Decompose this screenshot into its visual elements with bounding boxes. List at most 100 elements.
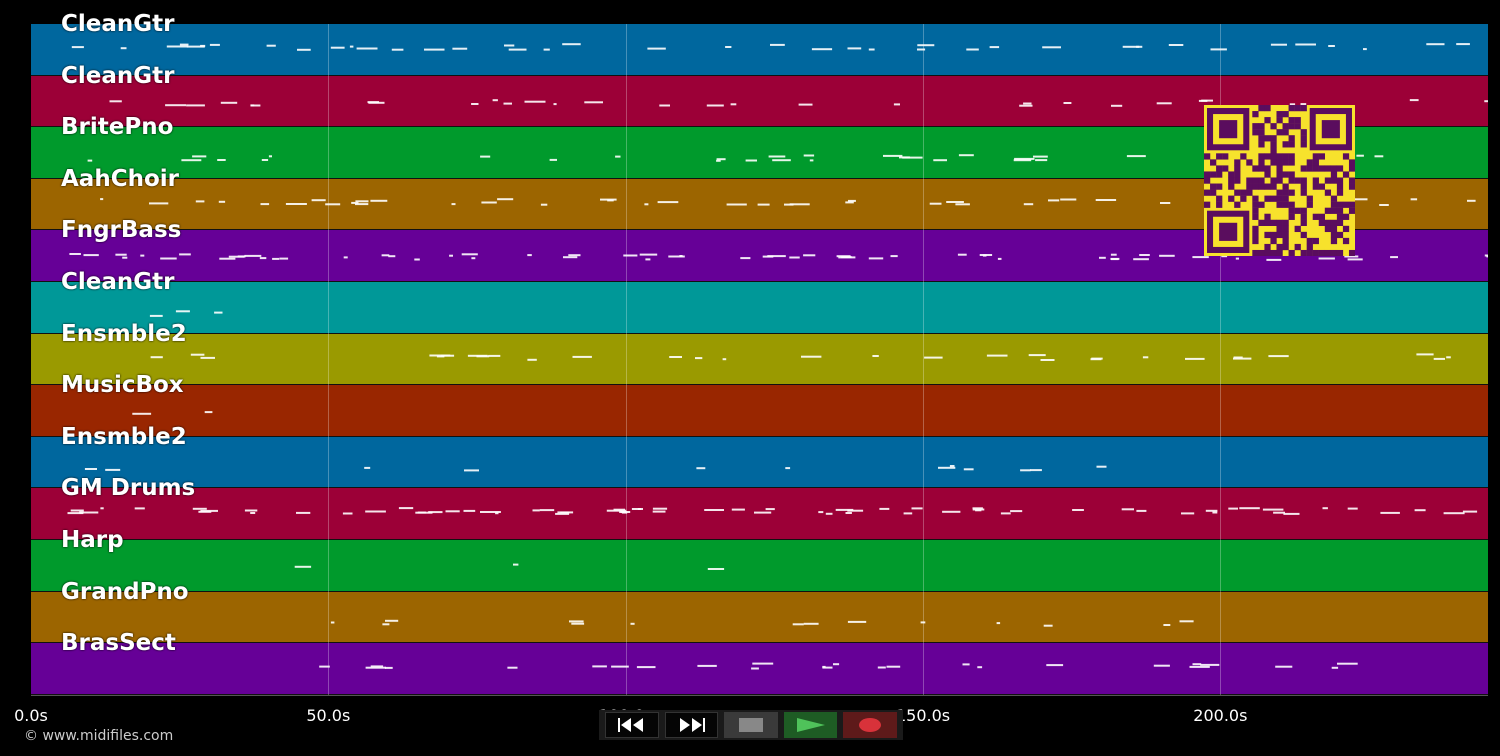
- note-mark: [809, 159, 814, 162]
- note-mark: [841, 256, 852, 259]
- note-mark: [557, 511, 574, 514]
- note-mark: [568, 254, 581, 257]
- note-mark: [1414, 509, 1426, 512]
- note-mark: [801, 355, 822, 358]
- note-mark: [364, 466, 371, 469]
- gridline: [1220, 24, 1222, 695]
- note-mark: [765, 508, 775, 511]
- note-mark: [190, 353, 205, 356]
- track-name-label[interactable]: CleanGtr: [61, 269, 175, 295]
- note-pattern: [149, 310, 223, 317]
- note-mark: [219, 258, 236, 261]
- play-button[interactable]: [783, 712, 838, 738]
- note-mark: [1192, 663, 1202, 666]
- note-mark: [1185, 357, 1205, 360]
- note-mark: [1020, 469, 1031, 472]
- track-lane: [31, 282, 1488, 334]
- note-mark: [883, 155, 903, 158]
- note-mark: [716, 158, 726, 161]
- note-mark: [847, 47, 862, 50]
- note-mark: [630, 622, 635, 625]
- note-mark: [388, 255, 396, 258]
- note-mark: [1462, 510, 1478, 513]
- note-mark: [1189, 666, 1210, 669]
- track-name-label[interactable]: Ensmble2: [61, 423, 187, 450]
- note-mark: [1331, 666, 1339, 669]
- note-mark: [1233, 356, 1243, 359]
- note-mark: [1095, 198, 1117, 201]
- note-mark: [1121, 508, 1134, 511]
- track-name-label[interactable]: CleanGtr: [61, 62, 175, 89]
- note-mark: [79, 511, 99, 514]
- track-name-label[interactable]: Ensmble2: [61, 320, 187, 347]
- note-mark: [140, 254, 145, 257]
- note-mark: [1356, 154, 1364, 157]
- note-mark: [835, 509, 854, 512]
- note-mark: [1433, 357, 1445, 360]
- note-mark: [1347, 507, 1358, 510]
- note-mark: [845, 201, 854, 204]
- note-mark: [160, 257, 177, 260]
- note-mark: [1156, 101, 1172, 104]
- note-mark: [697, 665, 717, 668]
- note-mark: [803, 622, 819, 625]
- note-mark: [504, 44, 515, 47]
- note-mark: [445, 510, 460, 513]
- note-mark: [1048, 199, 1060, 202]
- note-mark: [818, 511, 824, 514]
- track-name-label[interactable]: AahChoir: [61, 165, 179, 192]
- track-name-label[interactable]: MusicBox: [61, 372, 184, 399]
- note-mark: [652, 510, 666, 513]
- note-mark: [1139, 254, 1150, 257]
- note-mark: [503, 102, 512, 105]
- track-name-label[interactable]: BrasSect: [61, 630, 176, 657]
- note-mark: [946, 200, 964, 203]
- note-mark: [920, 620, 926, 623]
- note-mark: [330, 621, 335, 624]
- note-mark: [977, 666, 983, 669]
- note-mark: [942, 511, 961, 514]
- track-name-label[interactable]: GM Drums: [61, 475, 196, 502]
- track-name-label[interactable]: CleanGtr: [61, 11, 175, 37]
- note-mark: [955, 203, 970, 206]
- note-mark: [149, 314, 163, 317]
- rewind-button[interactable]: [605, 712, 659, 738]
- note-mark: [757, 203, 770, 206]
- note-mark: [962, 663, 970, 666]
- qr-code-icon[interactable]: [1204, 105, 1356, 257]
- note-mark: [527, 358, 537, 361]
- track-name-label[interactable]: FngrBass: [61, 217, 182, 244]
- note-mark: [615, 155, 621, 158]
- note-mark: [105, 468, 121, 471]
- note-mark: [1484, 254, 1488, 257]
- note-mark: [767, 255, 786, 258]
- note-mark: [592, 665, 607, 668]
- track-name-label[interactable]: Harp: [61, 527, 124, 553]
- note-mark: [1014, 158, 1035, 161]
- stop-button[interactable]: [724, 712, 778, 738]
- time-tick-label: 200.0s: [1193, 706, 1248, 725]
- note-mark: [495, 512, 499, 515]
- note-mark: [669, 355, 682, 358]
- track-name-label[interactable]: GrandPno: [61, 578, 189, 605]
- note-mark: [181, 159, 202, 162]
- note-mark: [637, 508, 641, 511]
- note-pattern: [150, 352, 1451, 361]
- note-mark: [508, 48, 527, 51]
- note-mark: [890, 255, 898, 258]
- note-mark: [607, 199, 614, 202]
- note-mark: [584, 100, 603, 103]
- track-name-label[interactable]: BritePno: [61, 114, 174, 141]
- note-mark: [1446, 355, 1451, 358]
- note-mark: [785, 466, 791, 469]
- note-mark: [272, 258, 280, 261]
- record-button[interactable]: [843, 712, 897, 738]
- note-mark: [619, 511, 631, 514]
- note-mark: [555, 513, 570, 516]
- note-mark: [762, 255, 774, 258]
- note-mark: [751, 667, 759, 670]
- note-mark: [198, 511, 212, 514]
- note-mark: [811, 48, 833, 51]
- fast-forward-button[interactable]: [664, 712, 719, 738]
- note-mark: [647, 47, 666, 50]
